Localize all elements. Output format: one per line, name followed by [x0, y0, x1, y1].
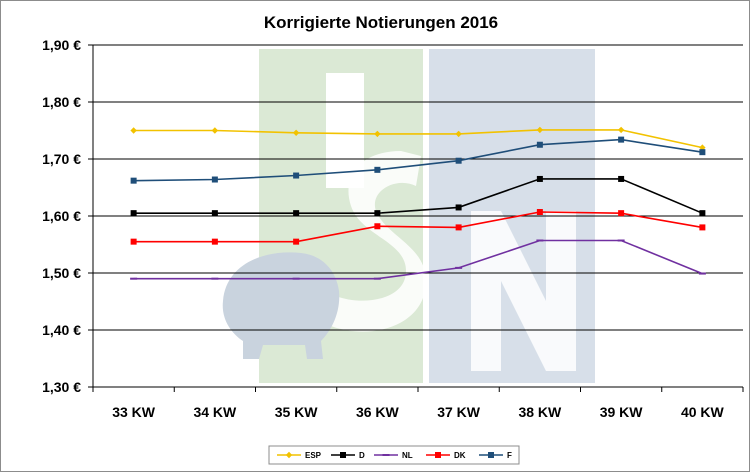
series-d-point: [536, 175, 543, 182]
series-f-point: [699, 149, 706, 156]
x-tick-label: 34 KW: [193, 404, 237, 420]
series-dk-point: [374, 223, 381, 230]
x-axis-ticks: 33 KW 34 KW 35 KW 36 KW 37 KW 38 KW 39 KW 40 KW: [92, 387, 744, 420]
series-f-point: [130, 177, 137, 184]
series-esp: [130, 126, 706, 151]
series-d-point: [618, 175, 625, 182]
series-d-point: [455, 204, 462, 211]
series-esp-point: [130, 127, 137, 134]
logo-letter-s: [331, 151, 426, 332]
legend-f-marker: [488, 452, 494, 458]
series-dk-point: [211, 238, 218, 245]
y-tick-label: 1,80 €: [42, 94, 81, 110]
series-nl-line: [133, 239, 703, 280]
legend-esp-label: ESP: [305, 451, 322, 460]
x-tick-label: 35 KW: [275, 404, 319, 420]
x-tick-label: 39 KW: [600, 404, 644, 420]
series-esp-point: [617, 126, 625, 134]
series-dk-point: [618, 210, 625, 217]
legend: ESP D NL DK F: [268, 445, 520, 465]
legend-f-label: F: [507, 451, 512, 460]
x-tick-label: 33 KW: [112, 404, 156, 420]
series-esp-point: [374, 130, 381, 138]
legend-dk-marker: [435, 452, 441, 458]
series-dk-point: [699, 224, 706, 231]
series-d-line: [133, 178, 703, 214]
series-esp-point: [211, 127, 219, 134]
series-dk-point: [130, 238, 137, 245]
x-tick-label: 40 KW: [681, 404, 725, 420]
series-esp-line: [133, 129, 703, 149]
series-d-point: [699, 210, 706, 217]
y-tick-label: 1,70 €: [42, 151, 81, 167]
series-d-point: [211, 210, 218, 217]
chart-title: Korrigierte Notierungen 2016: [264, 13, 498, 32]
y-tick-label: 1,50 €: [42, 265, 81, 281]
legend-esp-marker: [285, 451, 293, 459]
series-f-point: [293, 172, 300, 179]
series-d: [130, 175, 706, 217]
series-dk-point: [293, 238, 300, 245]
y-tick-label: 1,30 €: [42, 379, 81, 395]
series-dk-point: [455, 224, 462, 231]
series-esp-point: [292, 129, 300, 136]
series-f-point: [536, 141, 543, 148]
x-tick-label: 37 KW: [437, 404, 481, 420]
legend-dk-label: DK: [454, 451, 466, 460]
y-tick-label: 1,40 €: [42, 322, 81, 338]
series-d-point: [374, 210, 381, 217]
x-tick-label: 38 KW: [518, 404, 562, 420]
series-dk-line: [133, 211, 703, 243]
series-f: [130, 136, 706, 184]
logo-letter-n: [471, 211, 576, 371]
series-dk: [130, 209, 706, 245]
y-axis-ticks: 1,30 € 1,40 € 1,50 € 1,60 € 1,70 € 1,80 € 1,90…: [42, 37, 93, 395]
x-tick-label: 36 KW: [356, 404, 400, 420]
series-f-point: [211, 176, 218, 183]
series-d-point: [130, 210, 137, 217]
series-f-point: [374, 166, 381, 173]
series-nl: [130, 239, 706, 280]
series-esp-point: [455, 130, 462, 138]
legend-d-marker: [340, 452, 346, 458]
series-f-point: [618, 136, 625, 143]
legend-d-label: D: [359, 451, 365, 460]
y-tick-label: 1,90 €: [42, 37, 81, 53]
series-dk-point: [536, 209, 543, 216]
y-tick-label: 1,60 €: [42, 208, 81, 224]
series-group: [130, 126, 706, 280]
legend-nl-label: NL: [402, 451, 413, 460]
series-f-point: [455, 157, 462, 164]
series-esp-point: [536, 126, 544, 134]
series-d-point: [293, 210, 300, 217]
series-f-line: [133, 138, 703, 182]
